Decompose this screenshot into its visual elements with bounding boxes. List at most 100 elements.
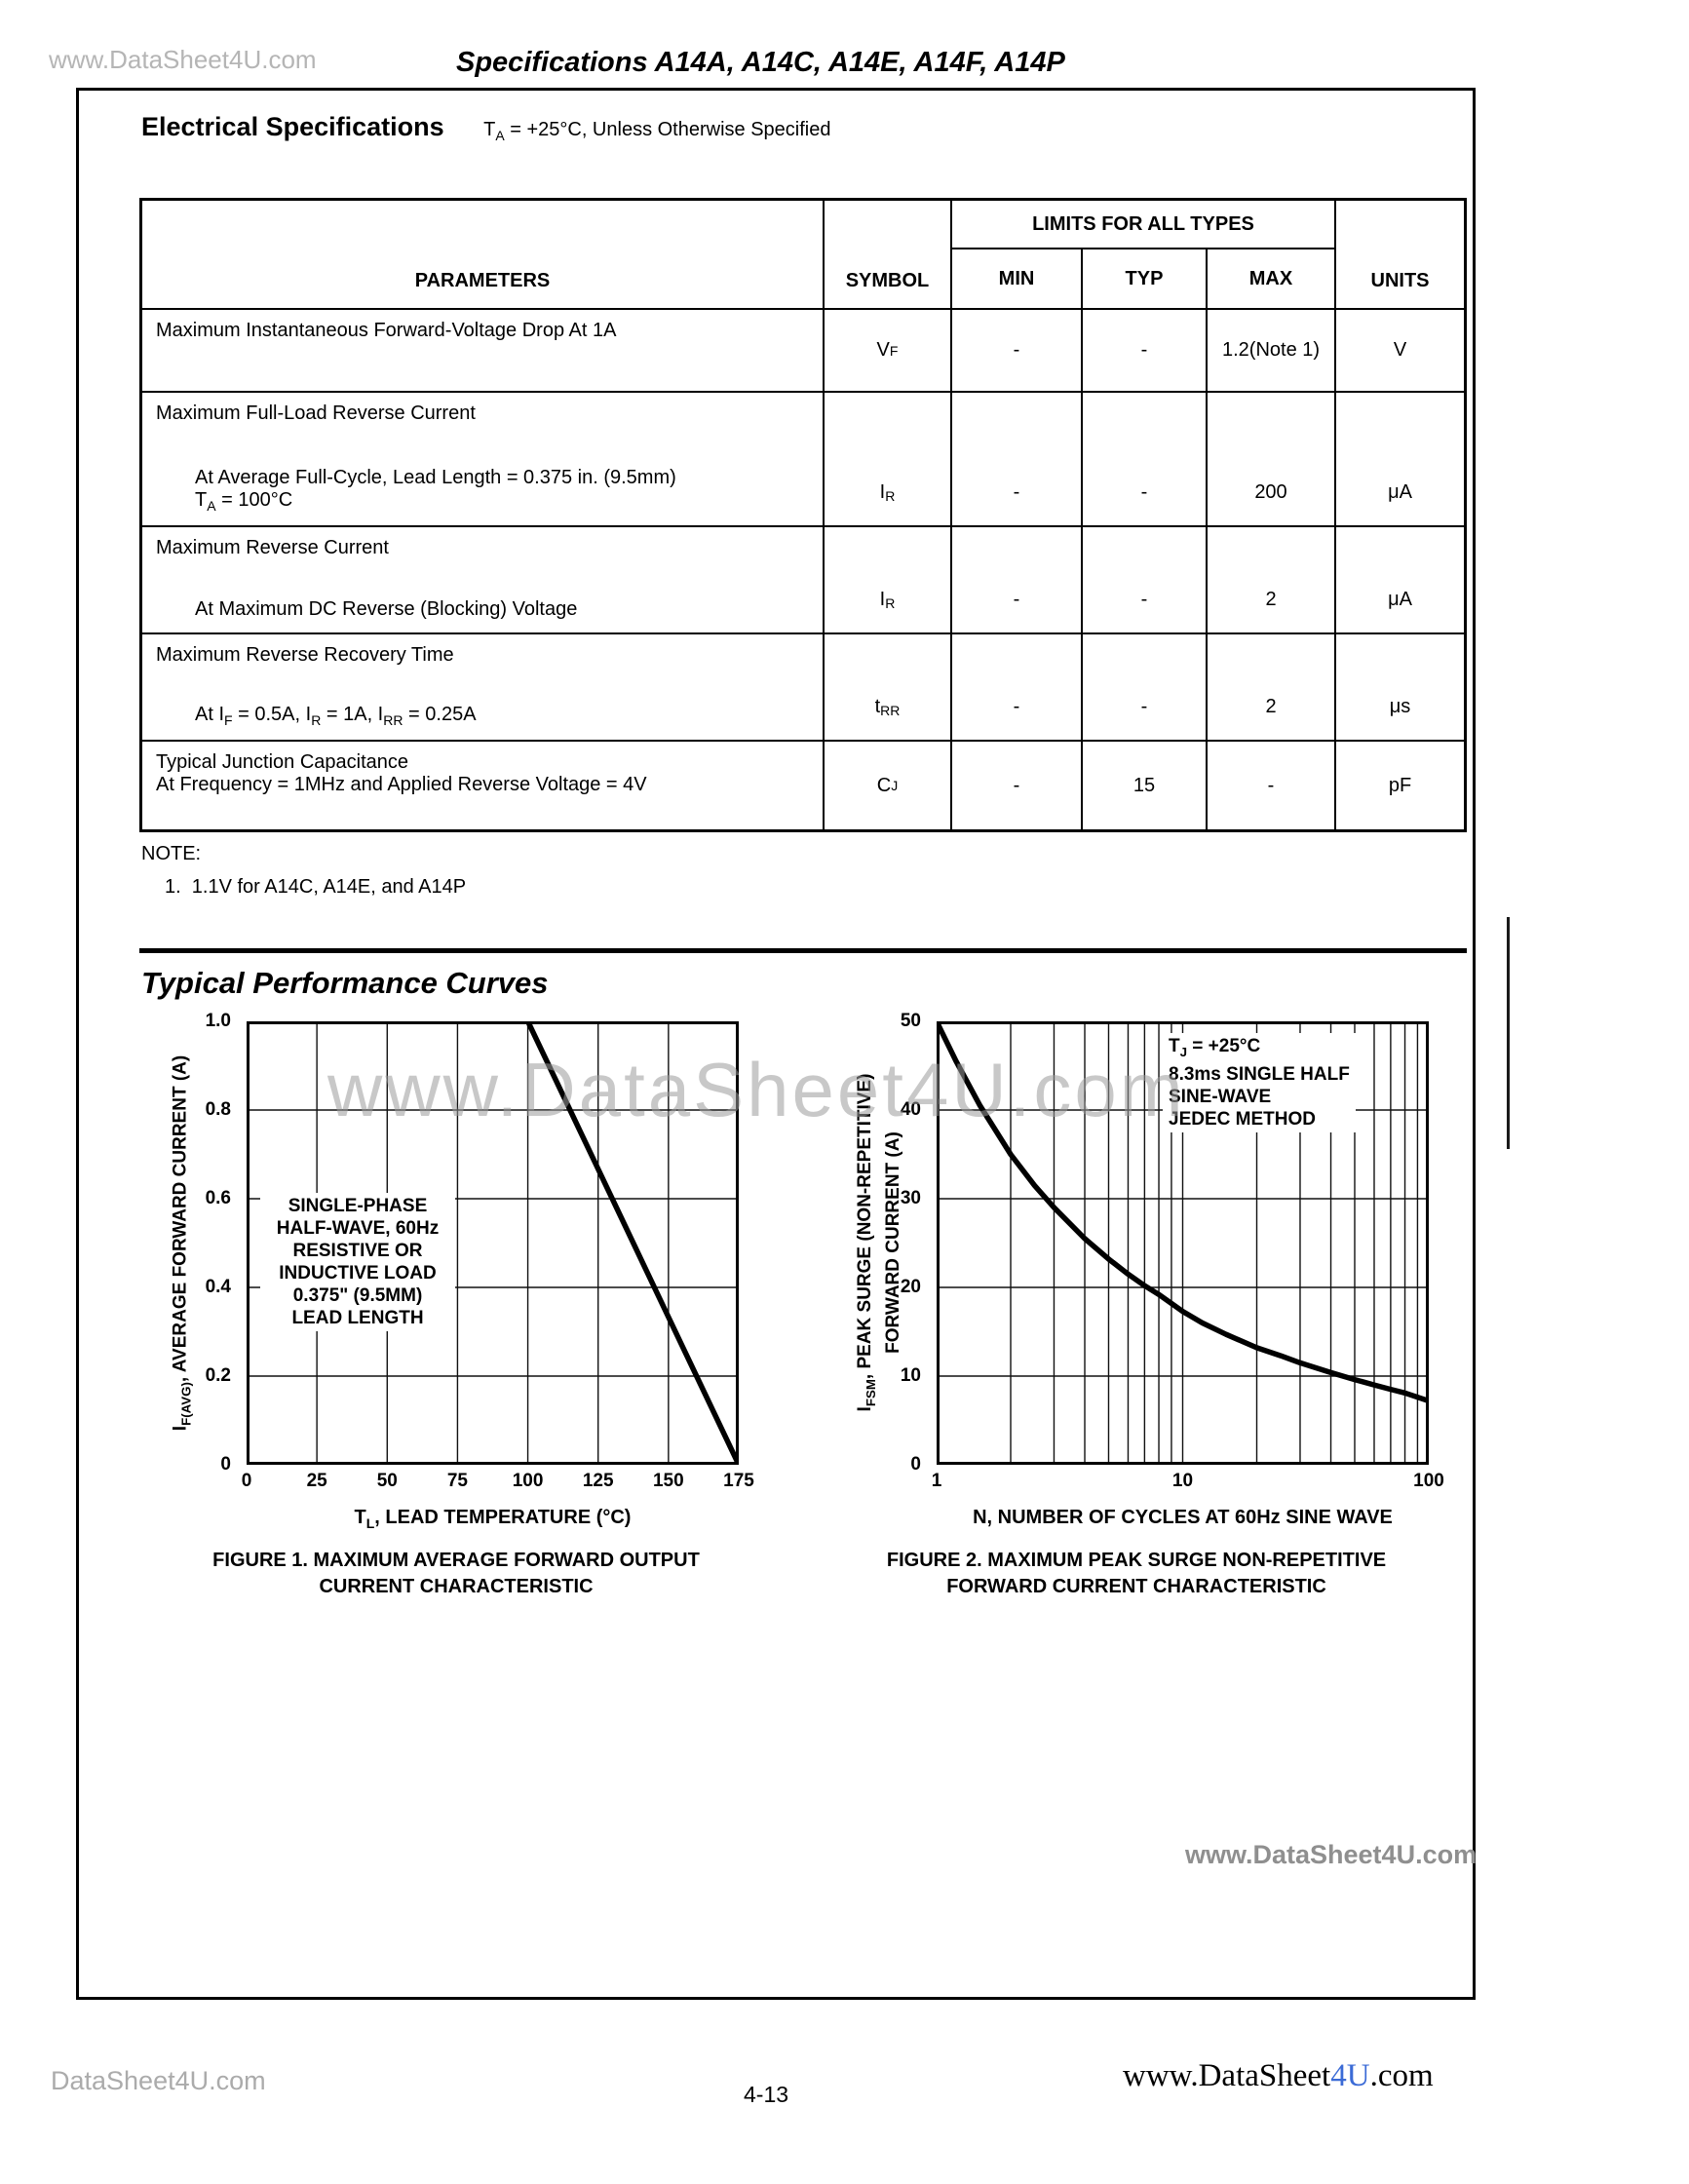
performance-curves-heading: Typical Performance Curves xyxy=(141,966,549,1000)
y-tick-label: 0.2 xyxy=(205,1365,231,1386)
x-tick-label: 175 xyxy=(723,1471,754,1491)
curve-line xyxy=(937,1021,1429,1404)
min-cell: - xyxy=(952,742,1083,829)
footer-watermark-left: DataSheet4U.com xyxy=(51,2066,266,2095)
figure1-x-axis-label: TL, LEAD TEMPERATURE (°C) xyxy=(354,1507,632,1531)
page-title: Specifications A14A, A14C, A14E, A14F, A… xyxy=(456,47,1065,78)
col-header-max: MAX xyxy=(1208,249,1336,310)
section-divider xyxy=(139,948,1467,953)
col-header-symbol-label: SYMBOL xyxy=(845,270,930,291)
footer-watermark-right: www.DataSheet4U.com xyxy=(1123,2058,1434,2094)
parameter-title: Maximum Reverse Recovery Time xyxy=(156,644,454,666)
min-cell: - xyxy=(952,634,1083,742)
col-header-min-label: MIN xyxy=(998,267,1035,289)
figure2-caption: FIGURE 2. MAXIMUM PEAK SURGE NON-REPETIT… xyxy=(886,1550,1387,1597)
parameter-title: Maximum Instantaneous Forward-Voltage Dr… xyxy=(156,320,617,341)
parameter-title: Maximum Full-Load Reverse Current xyxy=(156,402,476,424)
y-tick-label: 10 xyxy=(900,1365,921,1386)
col-header-symbol: SYMBOL xyxy=(825,201,952,310)
max-cell: 2 xyxy=(1208,634,1336,742)
units-cell: μA xyxy=(1336,527,1464,634)
figure1-plot xyxy=(247,1021,739,1465)
col-header-typ: TYP xyxy=(1083,249,1208,310)
x-tick-label: 50 xyxy=(376,1471,398,1491)
symbol-cell: t RR xyxy=(825,634,952,742)
min-cell: - xyxy=(952,310,1083,393)
parameter-title: Maximum Reverse Current xyxy=(156,537,389,558)
figure1-y-axis-label: IF(AVG), AVERAGE FORWARD CURRENT (A) xyxy=(170,1054,194,1432)
figure2-y-axis-label: IFSM, PEAK SURGE (NON-REPETITIVE) FORWARD… xyxy=(855,1073,903,1412)
x-tick-label: 10 xyxy=(1171,1471,1194,1491)
col-header-limits-label: LIMITS FOR ALL TYPES xyxy=(1032,212,1254,235)
typ-cell: 15 xyxy=(1083,742,1208,829)
parameter-title: Typical Junction Capacitance At Frequency… xyxy=(156,751,647,795)
figure2-x-axis-ticks: 1 10 100 xyxy=(932,1471,1444,1496)
y-tick-label: 1.0 xyxy=(205,1011,231,1031)
y-tick-label: 20 xyxy=(900,1277,921,1297)
units-cell: V xyxy=(1336,310,1464,393)
col-header-min: MIN xyxy=(952,249,1083,310)
units-cell: μA xyxy=(1336,393,1464,527)
footer-right-suffix: .com xyxy=(1369,2058,1434,2093)
x-tick-label: 150 xyxy=(652,1471,684,1491)
document-frame: Electrical Specifications TA = +25°C, Un… xyxy=(76,88,1478,2000)
col-header-units-label: UNITS xyxy=(1370,270,1430,291)
figure-1: 0 0.2 0.4 0.6 0.8 1.0 0 25 50 75 100 125 150 175 IF(… xyxy=(171,1011,754,1597)
x-tick-label: 100 xyxy=(1413,1471,1444,1491)
col-header-typ-label: TYP xyxy=(1125,267,1164,289)
table-row-parameter: Maximum Instantaneous Forward-Voltage Dr… xyxy=(142,310,825,393)
y-tick-label: 0.4 xyxy=(205,1277,231,1297)
typ-cell: - xyxy=(1083,393,1208,527)
x-tick-label: 125 xyxy=(582,1471,614,1491)
y-tick-label: 0.8 xyxy=(205,1099,231,1120)
x-tick-label: 75 xyxy=(446,1471,468,1491)
col-header-max-label: MAX xyxy=(1248,267,1293,289)
max-cell: 1.2 (Note 1) xyxy=(1208,310,1336,393)
y-tick-label: 0.6 xyxy=(205,1188,231,1208)
y-tick-label: 0 xyxy=(220,1454,231,1475)
watermark-bottom-right-inner: www.DataSheet4U.com xyxy=(1185,1840,1478,1869)
x-tick-label: 0 xyxy=(241,1471,252,1491)
units-cell: μs xyxy=(1336,634,1464,742)
typ-cell: - xyxy=(1083,527,1208,634)
footer-right-accent: 4U xyxy=(1330,2058,1370,2093)
min-cell: - xyxy=(952,393,1083,527)
min-cell: - xyxy=(952,527,1083,634)
col-header-limits: LIMITS FOR ALL TYPES xyxy=(952,201,1336,249)
y-tick-label: 0 xyxy=(910,1454,921,1475)
plot-border xyxy=(937,1021,1429,1465)
parameter-subtitle: At IF = 0.5A, IR = 1A, IRR = 0.25A xyxy=(195,704,477,728)
figure2-annotation: TJ = +25°C 8.3ms SINGLE HALF SINE-WAVE JEDE… xyxy=(1163,1033,1356,1132)
typ-cell: - xyxy=(1083,310,1208,393)
watermark-top-left: www.DataSheet4U.com xyxy=(49,45,317,74)
col-header-parameters-label: PARAMETERS xyxy=(414,270,551,291)
col-header-units: UNITS xyxy=(1336,201,1464,310)
figure-2: 0 10 20 30 40 50 1 10 100 IFSM, PEAK SURGE (NON… xyxy=(855,1011,1444,1597)
units-cell: pF xyxy=(1388,774,1412,796)
parameter-subtitle: At Average Full-Cycle, Lead Length = 0.3… xyxy=(195,467,676,514)
figure1-y-axis-ticks: 0 0.2 0.4 0.6 0.8 1.0 xyxy=(182,1011,237,1475)
y-tick-label: 50 xyxy=(900,1011,921,1031)
x-tick-label: 25 xyxy=(306,1471,327,1491)
max-cell: 200 xyxy=(1208,393,1336,527)
note-item: 1. 1.1V for A14C, A14E, and A14P xyxy=(165,876,467,898)
max-cell: 2 xyxy=(1208,527,1336,634)
figure1-annotation: SINGLE-PHASE HALF-WAVE, 60Hz RESISTIVE OR I… xyxy=(260,1193,455,1331)
figure1-caption: FIGURE 1. MAXIMUM AVERAGE FORWARD OUTPUT… xyxy=(212,1550,700,1597)
scan-artifact-line xyxy=(1507,917,1510,1149)
max-cell: - xyxy=(1208,742,1336,829)
table-row-parameter: Maximum Full-Load Reverse Current At Ave… xyxy=(142,393,825,527)
figure2-y-axis-ticks: 0 10 20 30 40 50 xyxy=(872,1011,927,1475)
table-row-parameter: Maximum Reverse Recovery Time At IF = 0.… xyxy=(142,634,825,742)
col-header-parameters: PARAMETERS xyxy=(142,201,825,310)
note-label: NOTE: xyxy=(141,843,202,864)
electrical-specs-table: PARAMETERS SYMBOL LIMITS FOR ALL TYPES U… xyxy=(139,198,1467,832)
x-tick-label: 100 xyxy=(512,1471,544,1491)
y-tick-label: 30 xyxy=(900,1188,921,1208)
electrical-specs-heading: Electrical Specifications TA = +25°C, Un… xyxy=(141,112,830,143)
footer-right-prefix: www.DataSheet xyxy=(1123,2058,1331,2093)
